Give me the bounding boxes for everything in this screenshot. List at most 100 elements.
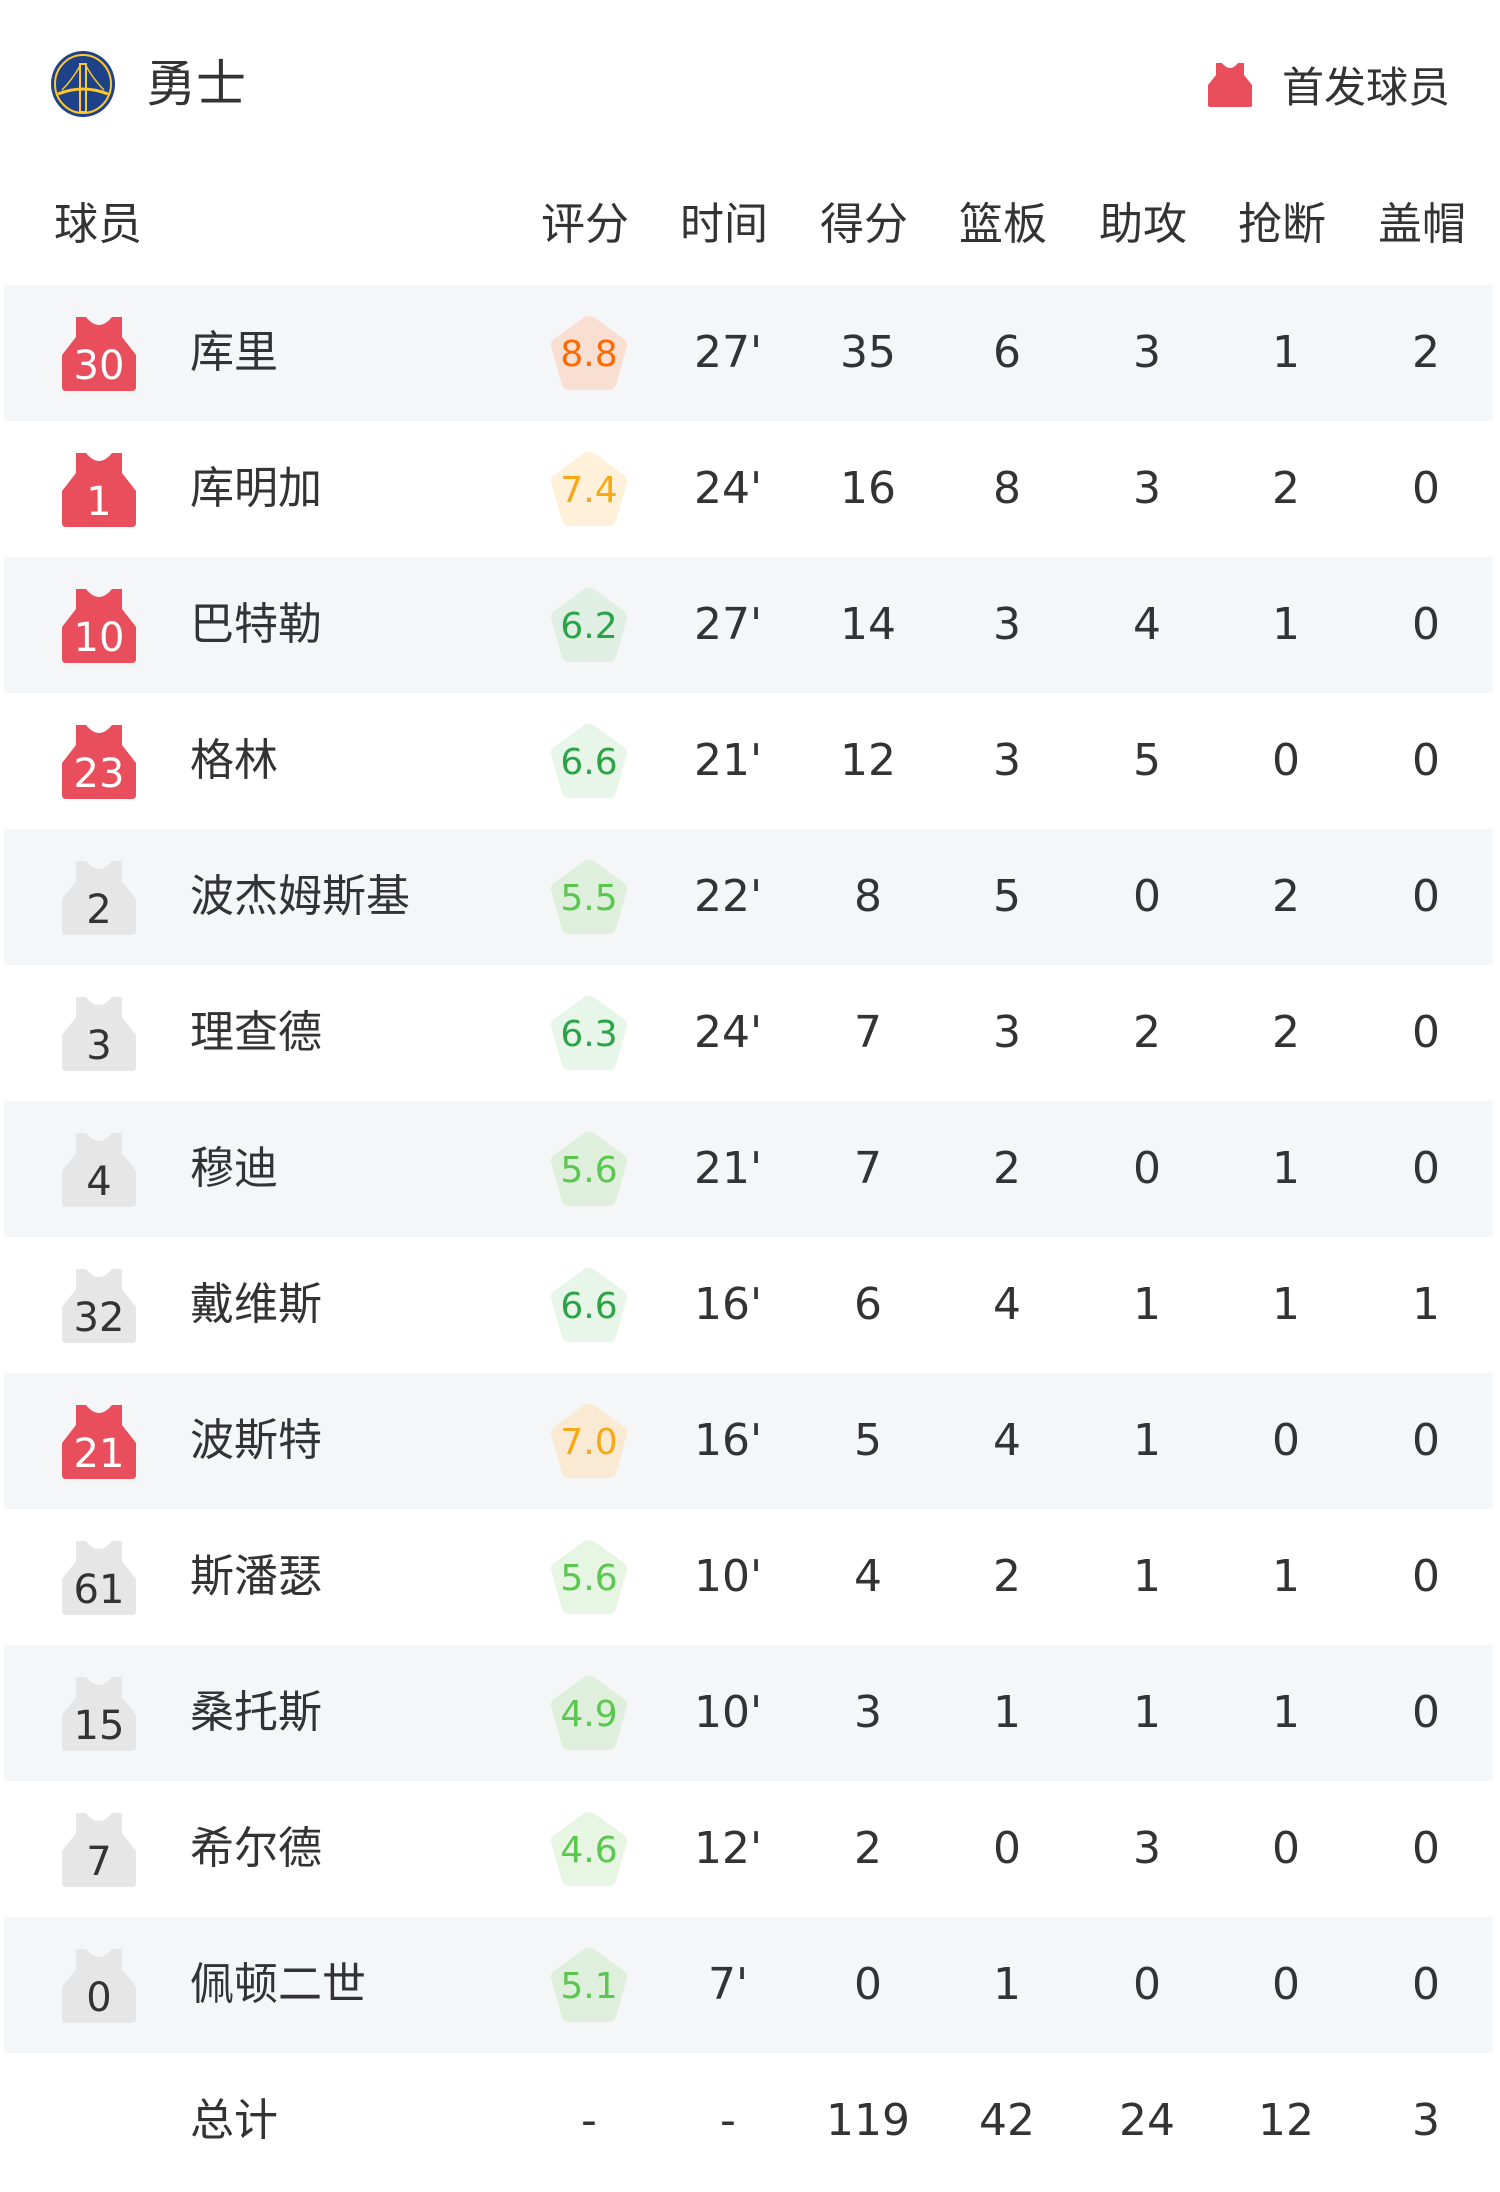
player-name[interactable]: 波斯特	[190, 1415, 322, 1466]
totals-steals: 12	[1258, 2095, 1314, 2146]
table-row[interactable]: 21 波斯特 7.0 16' 5 4 1 0 0	[4, 1373, 1493, 1509]
stat-points: 2	[854, 1823, 882, 1874]
jersey-number: 3	[86, 1023, 112, 1069]
stat-rebounds: 2	[993, 1551, 1021, 1602]
player-name[interactable]: 巴特勒	[190, 599, 322, 650]
stat-minutes: 24'	[693, 463, 763, 514]
stat-assists: 0	[1133, 1959, 1161, 2010]
stat-rebounds: 3	[993, 599, 1021, 650]
stat-rebounds: 5	[993, 871, 1021, 922]
stat-steals: 0	[1272, 1959, 1300, 2010]
stat-points: 6	[854, 1279, 882, 1330]
jersey-icon: 10	[62, 587, 136, 663]
rating-badge: 5.6	[548, 1129, 630, 1209]
col-rating[interactable]: 评分	[541, 199, 629, 250]
stat-steals: 0	[1272, 1823, 1300, 1874]
stat-minutes: 27'	[693, 599, 763, 650]
table-row[interactable]: 1 库明加 7.4 24' 16 8 3 2 0	[4, 421, 1493, 557]
table-row[interactable]: 3 理查德 6.3 24' 7 3 2 2 0	[4, 965, 1493, 1101]
player-name[interactable]: 理查德	[190, 1007, 322, 1058]
jersey-icon: 61	[62, 1539, 136, 1615]
jersey-icon	[1207, 63, 1252, 107]
rating-value: 5.1	[560, 1966, 618, 2007]
col-blocks[interactable]: 盖帽	[1378, 199, 1466, 250]
jersey-number: 10	[73, 615, 125, 661]
stat-minutes: 12'	[693, 1823, 763, 1874]
totals-assists: 24	[1119, 2095, 1175, 2146]
stat-rebounds: 4	[993, 1279, 1021, 1330]
rating-badge: 5.1	[548, 1945, 630, 2025]
stat-steals: 1	[1272, 1551, 1300, 1602]
player-name[interactable]: 希尔德	[190, 1823, 322, 1874]
col-steals[interactable]: 抢断	[1238, 199, 1326, 250]
col-rebounds[interactable]: 篮板	[959, 199, 1047, 250]
player-name[interactable]: 佩顿二世	[190, 1959, 366, 2010]
col-minutes[interactable]: 时间	[680, 199, 768, 250]
stat-blocks: 2	[1412, 327, 1440, 378]
stat-blocks: 0	[1412, 1551, 1440, 1602]
stat-rebounds: 1	[993, 1687, 1021, 1738]
stat-minutes: 16'	[693, 1415, 763, 1466]
jersey-number: 7	[86, 1839, 112, 1885]
stat-points: 14	[840, 599, 896, 650]
rating-badge: 7.0	[548, 1401, 630, 1481]
table-row[interactable]: 10 巴特勒 6.2 27' 14 3 4 1 0	[4, 557, 1493, 693]
rating-value: 6.2	[560, 606, 618, 647]
stat-rebounds: 6	[993, 327, 1021, 378]
jersey-icon: 7	[62, 1811, 136, 1887]
col-assists[interactable]: 助攻	[1099, 199, 1187, 250]
player-name[interactable]: 格林	[190, 735, 278, 786]
jersey-icon: 15	[62, 1675, 136, 1751]
player-name[interactable]: 库明加	[190, 463, 322, 514]
rating-value: 5.6	[560, 1558, 618, 1599]
player-name[interactable]: 穆迪	[190, 1143, 278, 1194]
rating-value: 6.3	[560, 1014, 618, 1055]
stat-blocks: 0	[1412, 1415, 1440, 1466]
jersey-number: 1	[86, 479, 112, 525]
jersey-number: 4	[86, 1159, 112, 1205]
rating-badge: 5.5	[548, 857, 630, 937]
jersey-number: 21	[73, 1431, 125, 1477]
rating-value: 8.8	[560, 334, 618, 375]
col-player: 球员	[54, 199, 142, 250]
stat-blocks: 0	[1412, 871, 1440, 922]
starter-legend-label: 首发球员	[1281, 62, 1450, 112]
col-points[interactable]: 得分	[820, 199, 908, 250]
jersey-icon: 0	[62, 1947, 136, 2023]
jersey-number: 32	[73, 1295, 125, 1341]
stat-assists: 2	[1133, 1007, 1161, 1058]
team-logo-icon	[51, 51, 115, 117]
totals-row: 总计 - - 119 42 24 12 3	[4, 2053, 1493, 2189]
table-row[interactable]: 0 佩顿二世 5.1 7' 0 1 0 0 0	[4, 1917, 1493, 2053]
stat-steals: 0	[1272, 1415, 1300, 1466]
stat-blocks: 0	[1412, 1823, 1440, 1874]
totals-blocks: 3	[1412, 2095, 1440, 2146]
stat-points: 7	[854, 1143, 882, 1194]
totals-rating: -	[581, 2095, 597, 2146]
stat-rebounds: 3	[993, 1007, 1021, 1058]
stat-assists: 1	[1133, 1687, 1161, 1738]
table-row[interactable]: 15 桑托斯 4.9 10' 3 1 1 1 0	[4, 1645, 1493, 1781]
table-row[interactable]: 30 库里 8.8 27' 35 6 3 1 2	[4, 285, 1493, 421]
player-name[interactable]: 戴维斯	[190, 1279, 322, 1330]
jersey-icon: 1	[62, 451, 136, 527]
stat-points: 8	[854, 871, 882, 922]
player-name[interactable]: 库里	[190, 327, 278, 378]
table-row[interactable]: 61 斯潘瑟 5.6 10' 4 2 1 1 0	[4, 1509, 1493, 1645]
table-row[interactable]: 23 格林 6.6 21' 12 3 5 0 0	[4, 693, 1493, 829]
stat-steals: 2	[1272, 1007, 1300, 1058]
stat-points: 4	[854, 1551, 882, 1602]
player-name[interactable]: 桑托斯	[190, 1687, 322, 1738]
rating-badge: 7.4	[548, 449, 630, 529]
player-name[interactable]: 波杰姆斯基	[190, 871, 410, 922]
stat-assists: 1	[1133, 1551, 1161, 1602]
rating-badge: 4.6	[548, 1809, 630, 1889]
stat-rebounds: 2	[993, 1143, 1021, 1194]
table-row[interactable]: 7 希尔德 4.6 12' 2 0 3 0 0	[4, 1781, 1493, 1917]
player-name[interactable]: 斯潘瑟	[190, 1551, 322, 1602]
table-row[interactable]: 32 戴维斯 6.6 16' 6 4 1 1 1	[4, 1237, 1493, 1373]
table-row[interactable]: 4 穆迪 5.6 21' 7 2 0 1 0	[4, 1101, 1493, 1237]
table-row[interactable]: 2 波杰姆斯基 5.5 22' 8 5 0 2 0	[4, 829, 1493, 965]
team-header: 勇士 首发球员	[0, 0, 1500, 170]
jersey-number: 2	[86, 887, 112, 933]
